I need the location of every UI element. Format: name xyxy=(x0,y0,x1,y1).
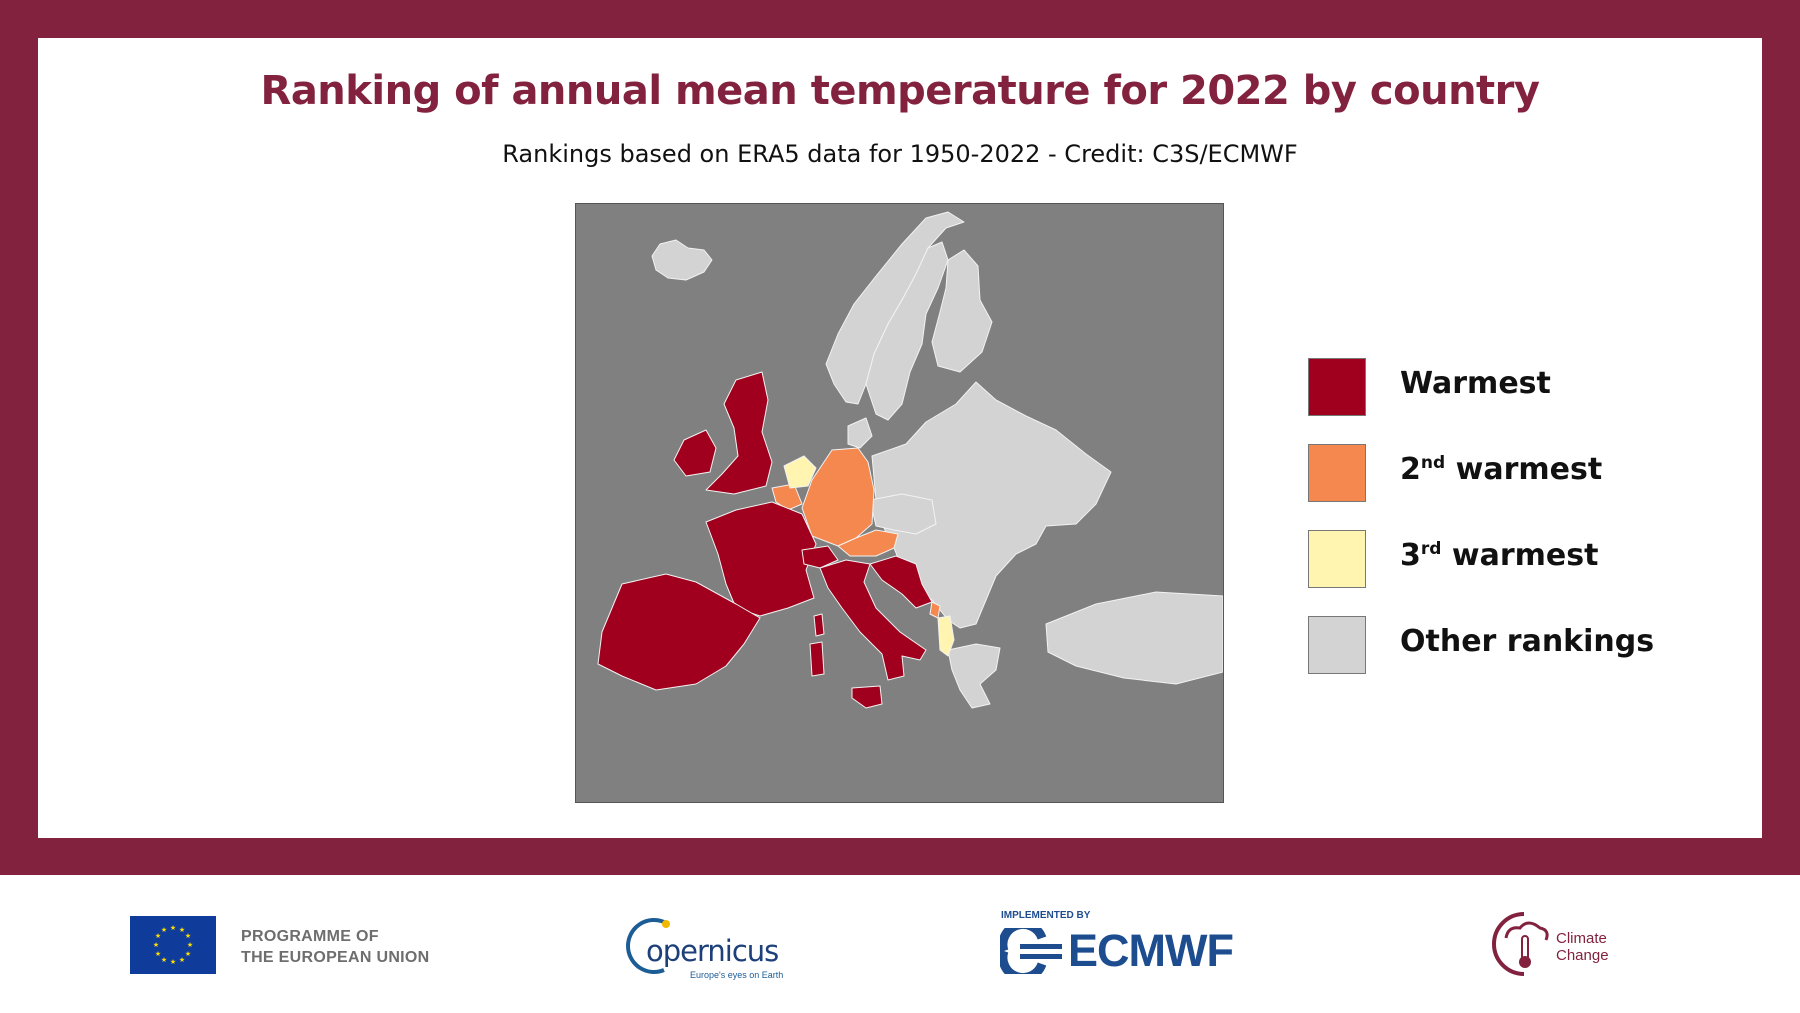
svg-text:★: ★ xyxy=(170,958,176,966)
legend-text-third: warmest xyxy=(1451,538,1599,573)
legend-sup-second: nd xyxy=(1420,453,1446,473)
svg-text:★: ★ xyxy=(161,926,167,934)
region-finland xyxy=(931,249,993,373)
ecmwf-symbol-icon xyxy=(998,919,1062,983)
copernicus-logo: opernicus Europe's eyes on Earth xyxy=(620,912,795,982)
region-albania xyxy=(937,615,955,657)
svg-text:★: ★ xyxy=(155,950,161,958)
region-france xyxy=(705,501,817,617)
region-switzerland xyxy=(801,545,839,569)
svg-text:★: ★ xyxy=(170,924,176,932)
copernicus-c-icon xyxy=(626,918,670,974)
copernicus-word: opernicus xyxy=(646,934,779,968)
copernicus-tagline: Europe's eyes on Earth xyxy=(690,970,784,980)
region-corsica xyxy=(813,613,825,637)
content-panel: Ranking of annual mean temperature for 2… xyxy=(38,38,1762,838)
legend-label-warmest: Warmest xyxy=(1400,366,1551,401)
region-uk xyxy=(705,371,773,495)
eu-text-line2: THE EUROPEAN UNION xyxy=(241,949,430,966)
eu-programme-text: PROGRAMME OF THE EUROPEAN UNION xyxy=(241,926,430,968)
region-sweden xyxy=(865,241,949,421)
region-turkey xyxy=(1045,591,1223,685)
region-italy xyxy=(819,559,927,681)
region-greece xyxy=(947,643,1001,709)
region-iberia xyxy=(597,573,761,691)
cc-text-line1: Climate xyxy=(1556,930,1607,947)
region-denmark xyxy=(847,417,873,449)
europe-map-svg xyxy=(597,211,1223,709)
climate-change-text: Climate Change xyxy=(1556,930,1609,964)
region-germany xyxy=(801,447,875,547)
region-netherlands xyxy=(783,455,817,489)
eu-stars-icon: ★ ★★ ★★★ ★★★ ★★★ xyxy=(153,924,193,966)
svg-text:★: ★ xyxy=(153,941,159,949)
legend-ordinal-third: 3 xyxy=(1400,538,1421,573)
legend-label-second: 2nd warmest xyxy=(1400,452,1602,487)
region-central-east xyxy=(869,493,937,535)
region-ireland xyxy=(673,429,717,477)
legend-sup-third: rd xyxy=(1420,539,1442,559)
legend-label-third: 3rd warmest xyxy=(1400,538,1598,573)
svg-text:★: ★ xyxy=(185,932,191,940)
legend-swatch-third xyxy=(1308,530,1366,588)
legend-text-second: warmest xyxy=(1455,452,1603,487)
legend-ordinal-second: 2 xyxy=(1400,452,1421,487)
europe-map xyxy=(575,203,1224,803)
svg-text:★: ★ xyxy=(161,956,167,964)
svg-text:★: ★ xyxy=(155,932,161,940)
legend-label-other: Other rankings xyxy=(1400,624,1655,659)
legend-swatch-other xyxy=(1308,616,1366,674)
climate-change-logo xyxy=(1484,908,1559,980)
page-subtitle: Rankings based on ERA5 data for 1950-202… xyxy=(502,140,1298,168)
legend-swatch-second xyxy=(1308,444,1366,502)
thermometer-cloud-icon xyxy=(1492,912,1549,976)
ecmwf-logo: ECMWF xyxy=(998,919,1234,983)
region-sardinia xyxy=(809,641,825,677)
region-iceland xyxy=(651,239,713,281)
region-sicily xyxy=(851,685,883,709)
ecmwf-word: ECMWF xyxy=(1068,925,1234,976)
region-austria xyxy=(837,529,899,557)
svg-text:★: ★ xyxy=(179,926,185,934)
legend-swatch-warmest xyxy=(1308,358,1366,416)
eu-flag-icon: ★ ★ ★ ★ ★ ★ ★ ★ ★ ★ ★ ★ xyxy=(130,916,216,974)
ecmwf-implemented-by: IMPLEMENTED BY xyxy=(1001,910,1091,921)
svg-text:★: ★ xyxy=(179,956,185,964)
page-title: Ranking of annual mean temperature for 2… xyxy=(260,68,1540,114)
eu-text-line1: PROGRAMME OF xyxy=(241,928,379,945)
svg-text:★: ★ xyxy=(187,941,193,949)
cc-text-line2: Change xyxy=(1556,947,1609,964)
svg-text:★: ★ xyxy=(185,950,191,958)
